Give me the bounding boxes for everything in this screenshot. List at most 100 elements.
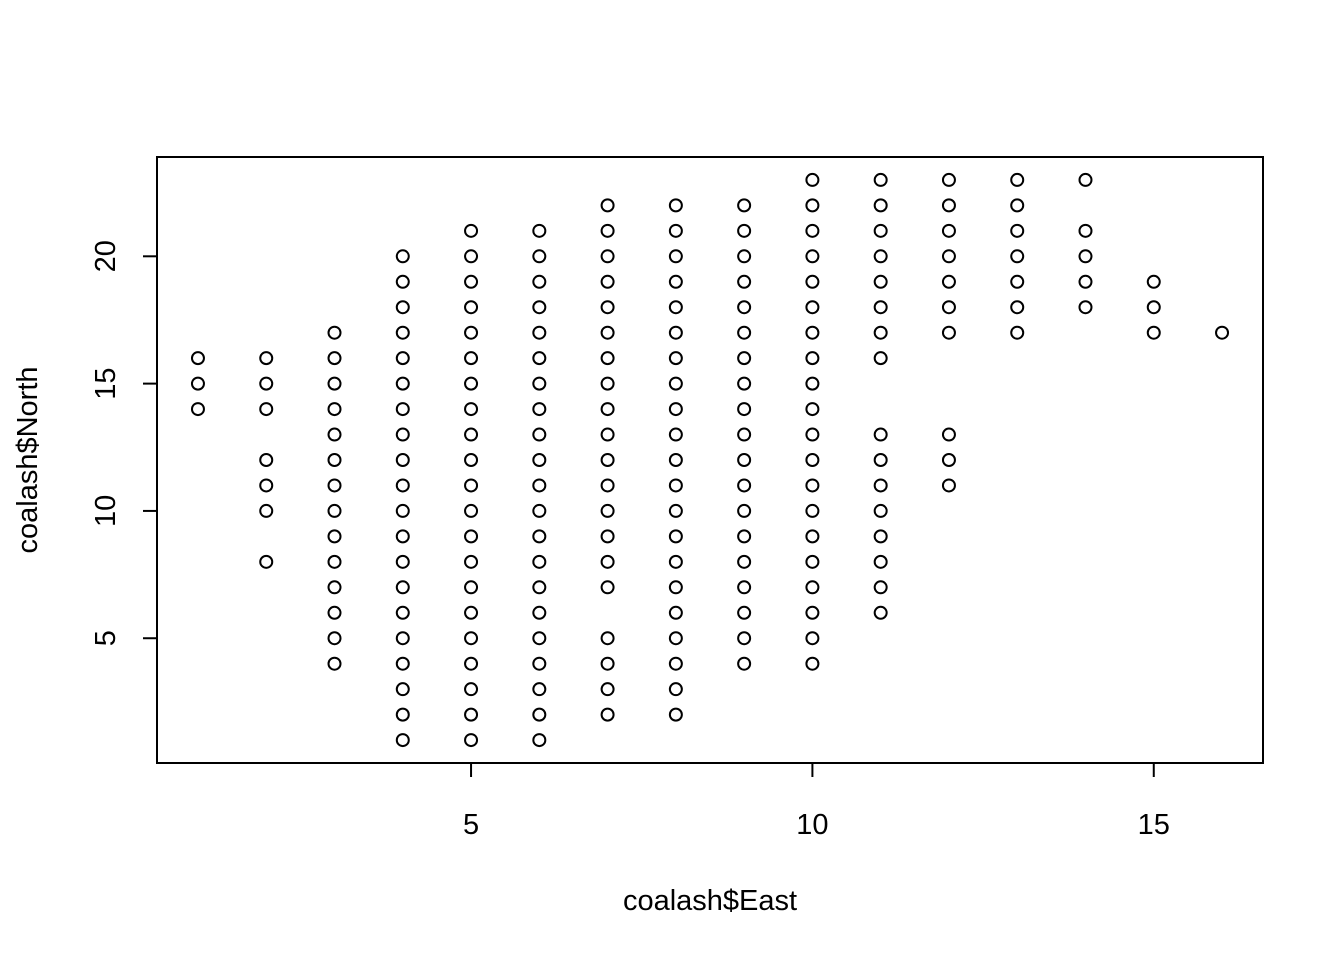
data-point	[327, 402, 342, 417]
data-point	[395, 300, 410, 315]
data-point	[464, 580, 479, 595]
data-point	[805, 503, 820, 518]
data-point	[805, 274, 820, 289]
data-point	[805, 529, 820, 544]
data-point	[532, 300, 547, 315]
data-point	[259, 503, 274, 518]
data-point	[600, 554, 615, 569]
data-point	[532, 682, 547, 697]
data-point	[1078, 274, 1093, 289]
y-axis: 5 10 15 20	[90, 240, 158, 646]
data-point	[259, 402, 274, 417]
data-point	[805, 325, 820, 340]
data-point	[532, 554, 547, 569]
data-point	[464, 249, 479, 264]
data-point	[668, 656, 683, 671]
data-point	[668, 198, 683, 213]
data-point	[327, 453, 342, 467]
data-point	[395, 376, 410, 391]
data-point	[600, 529, 615, 544]
data-point	[259, 453, 274, 467]
x-tick-label: 5	[463, 809, 479, 841]
data-point	[737, 478, 752, 493]
data-point	[395, 707, 410, 722]
data-point	[395, 554, 410, 569]
data-point	[259, 554, 274, 569]
data-point	[941, 427, 956, 442]
data-point	[532, 733, 547, 748]
data-point	[395, 503, 410, 518]
data-point	[395, 605, 410, 620]
data-point	[737, 274, 752, 289]
data-point	[532, 376, 547, 391]
plot-frame	[156, 156, 1264, 764]
data-point	[464, 325, 479, 340]
data-point	[668, 453, 683, 467]
data-point	[259, 376, 274, 391]
data-point	[532, 325, 547, 340]
data-point	[805, 478, 820, 493]
data-point	[532, 427, 547, 442]
data-point	[668, 249, 683, 264]
data-point	[327, 427, 342, 442]
data-point	[464, 427, 479, 442]
data-point	[464, 223, 479, 238]
data-point	[737, 402, 752, 417]
data-point	[873, 223, 888, 238]
data-point	[464, 453, 479, 467]
data-point	[873, 453, 888, 467]
data-point	[1078, 172, 1093, 187]
data-point	[1146, 300, 1161, 315]
data-point	[668, 325, 683, 340]
data-point	[668, 503, 683, 518]
data-point	[668, 580, 683, 595]
data-point	[1078, 223, 1093, 238]
data-point	[873, 300, 888, 315]
data-point	[1010, 249, 1025, 264]
data-point	[600, 427, 615, 442]
x-axis: 5 10 15	[463, 762, 1170, 841]
x-tick-label: 10	[796, 809, 828, 841]
data-point	[737, 605, 752, 620]
data-point	[737, 529, 752, 544]
data-point	[805, 656, 820, 671]
data-point	[464, 707, 479, 722]
data-point	[873, 605, 888, 620]
data-point	[259, 478, 274, 493]
data-point	[668, 605, 683, 620]
data-point	[327, 478, 342, 493]
data-point	[873, 554, 888, 569]
y-tick-label: 20	[90, 240, 122, 272]
data-point	[532, 631, 547, 646]
data-point	[600, 249, 615, 264]
data-point	[941, 172, 956, 187]
data-point	[532, 249, 547, 264]
data-point	[600, 707, 615, 722]
data-point	[737, 503, 752, 518]
data-point	[395, 249, 410, 264]
data-point	[805, 605, 820, 620]
data-point	[395, 733, 410, 748]
x-axis-label: coalash$East	[623, 885, 797, 917]
data-point	[532, 223, 547, 238]
data-point	[737, 351, 752, 366]
data-point	[327, 605, 342, 620]
data-point	[600, 631, 615, 646]
data-point	[259, 351, 274, 366]
data-point	[668, 682, 683, 697]
data-point	[805, 249, 820, 264]
data-point	[395, 656, 410, 671]
data-point	[737, 631, 752, 646]
data-point	[1078, 300, 1093, 315]
data-point	[873, 503, 888, 518]
data-point	[327, 529, 342, 544]
data-point	[600, 274, 615, 289]
data-point	[532, 453, 547, 467]
data-point	[327, 580, 342, 595]
data-point	[464, 554, 479, 569]
data-point	[737, 656, 752, 671]
data-point	[737, 223, 752, 238]
data-point	[532, 351, 547, 366]
data-point	[737, 325, 752, 340]
